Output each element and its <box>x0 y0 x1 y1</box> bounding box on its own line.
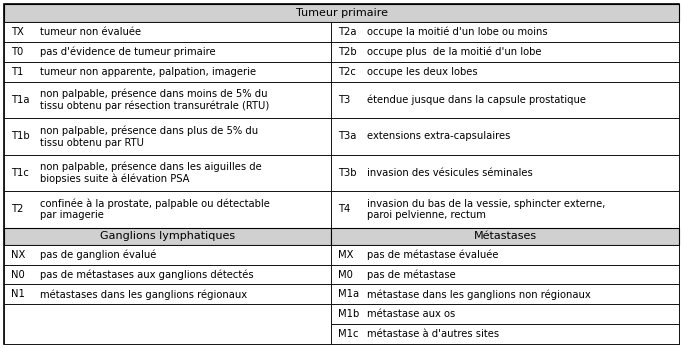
Bar <box>331 118 679 155</box>
Text: tumeur non évaluée: tumeur non évaluée <box>40 27 141 37</box>
Bar <box>331 304 679 324</box>
Text: T3b: T3b <box>338 168 357 178</box>
Text: T3a: T3a <box>338 132 357 141</box>
Text: Tumeur primaire: Tumeur primaire <box>296 8 387 18</box>
Text: T2a: T2a <box>338 27 357 37</box>
Text: non palpable, présence dans les aiguilles de
biopsies suite à élévation PSA: non palpable, présence dans les aiguille… <box>40 161 262 184</box>
Text: Ganglions lymphatiques: Ganglions lymphatiques <box>100 231 235 241</box>
Text: invasion du bas de la vessie, sphincter externe,
paroi pelvienne, rectum: invasion du bas de la vessie, sphincter … <box>367 199 606 220</box>
Text: T1a: T1a <box>11 95 29 105</box>
Text: MX: MX <box>338 250 354 260</box>
Text: étendue jusque dans la capsule prostatique: étendue jusque dans la capsule prostatiq… <box>367 95 587 105</box>
Text: pas de métastase: pas de métastase <box>367 269 456 280</box>
Text: occupe plus  de la moitié d'un lobe: occupe plus de la moitié d'un lobe <box>367 47 542 57</box>
Text: métastase dans les ganglions non régionaux: métastase dans les ganglions non régiona… <box>367 289 591 300</box>
Bar <box>331 264 679 284</box>
Text: T1b: T1b <box>11 132 29 141</box>
Text: occupe les deux lobes: occupe les deux lobes <box>367 67 478 77</box>
Bar <box>4 264 331 284</box>
Bar <box>331 284 679 304</box>
Text: T0: T0 <box>11 47 23 57</box>
Bar <box>4 155 331 191</box>
Bar <box>331 82 679 118</box>
Bar <box>4 118 331 155</box>
Text: M1a: M1a <box>338 290 359 299</box>
Text: non palpable, présence dans plus de 5% du
tissu obtenu par RTU: non palpable, présence dans plus de 5% d… <box>40 125 258 148</box>
Bar <box>4 42 331 62</box>
Text: Métastases: Métastases <box>473 231 537 241</box>
Text: métastase aux os: métastase aux os <box>367 309 456 319</box>
Bar <box>4 62 331 82</box>
Text: TX: TX <box>11 27 24 37</box>
Bar <box>4 284 331 304</box>
Text: T1: T1 <box>11 67 23 77</box>
Text: tumeur non apparente, palpation, imagerie: tumeur non apparente, palpation, imageri… <box>40 67 256 77</box>
Text: T3: T3 <box>338 95 350 105</box>
Text: confinée à la prostate, palpable ou détectable
par imagerie: confinée à la prostate, palpable ou déte… <box>40 198 270 220</box>
Text: M1b: M1b <box>338 309 360 319</box>
Text: T2b: T2b <box>338 47 357 57</box>
Text: NX: NX <box>11 250 25 260</box>
Bar <box>4 245 331 264</box>
Text: T1c: T1c <box>11 168 29 178</box>
Bar <box>331 324 679 344</box>
Text: extensions extra-capsulaires: extensions extra-capsulaires <box>367 132 511 141</box>
Text: T2c: T2c <box>338 67 357 77</box>
Text: M0: M0 <box>338 270 353 279</box>
Bar <box>4 22 331 42</box>
Text: pas de métastase évaluée: pas de métastase évaluée <box>367 250 499 260</box>
Text: invasion des vésicules séminales: invasion des vésicules séminales <box>367 168 533 178</box>
Text: T2: T2 <box>11 204 23 214</box>
Bar <box>4 304 331 344</box>
Text: N1: N1 <box>11 290 25 299</box>
Text: pas d'évidence de tumeur primaire: pas d'évidence de tumeur primaire <box>40 47 216 57</box>
Text: pas de métastases aux ganglions détectés: pas de métastases aux ganglions détectés <box>40 269 253 280</box>
Bar <box>4 82 331 118</box>
Text: occupe la moitié d'un lobe ou moins: occupe la moitié d'un lobe ou moins <box>367 27 548 37</box>
Text: métastase à d'autres sites: métastase à d'autres sites <box>367 329 499 339</box>
Bar <box>331 22 679 42</box>
Text: pas de ganglion évalué: pas de ganglion évalué <box>40 250 156 260</box>
Text: N0: N0 <box>11 270 25 279</box>
Bar <box>331 228 679 245</box>
Bar <box>331 245 679 264</box>
Text: T4: T4 <box>338 204 350 214</box>
Bar <box>331 155 679 191</box>
Bar <box>4 4 679 22</box>
Bar <box>331 62 679 82</box>
Text: M1c: M1c <box>338 329 359 339</box>
Bar <box>4 228 331 245</box>
Bar <box>331 191 679 228</box>
Bar <box>4 191 331 228</box>
Text: non palpable, présence dans moins de 5% du
tissu obtenu par résection transurétr: non palpable, présence dans moins de 5% … <box>40 89 269 111</box>
Bar <box>331 42 679 62</box>
Text: métastases dans les ganglions régionaux: métastases dans les ganglions régionaux <box>40 289 247 300</box>
